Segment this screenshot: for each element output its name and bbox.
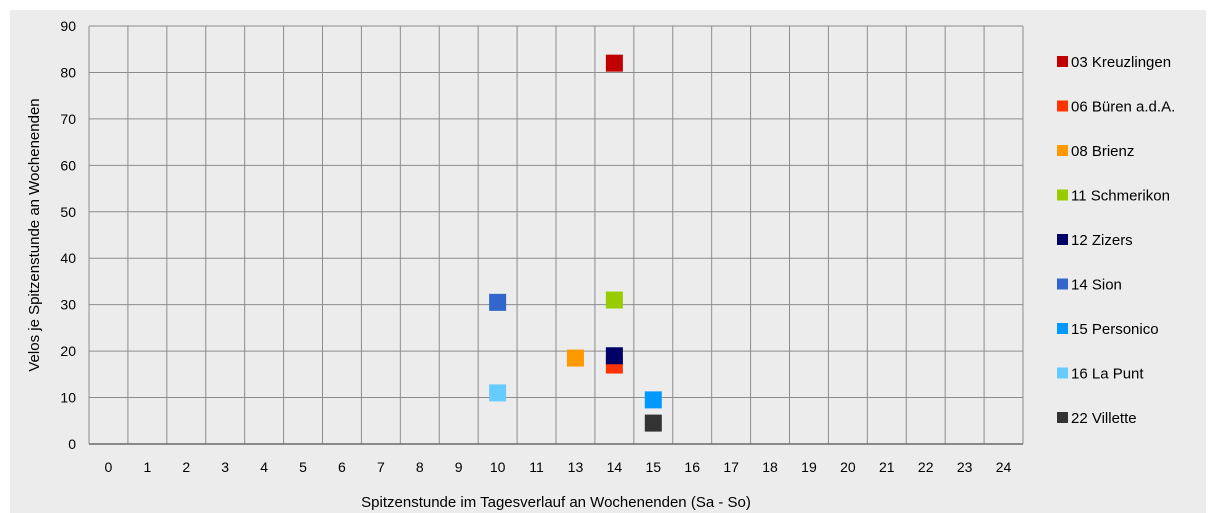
x-tick-label: 23 (957, 459, 973, 475)
legend-swatch (1057, 100, 1068, 112)
legend-swatch (1057, 189, 1068, 201)
y-tick-label: 60 (60, 157, 76, 173)
legend-label: 16 La Punt (1071, 366, 1144, 383)
legend-label: 12 Zizers (1071, 232, 1133, 249)
data-point (644, 414, 662, 432)
y-tick-label: 20 (60, 343, 76, 359)
y-tick-label: 0 (68, 436, 76, 452)
legend-label: 06 Büren a.d.A. (1071, 99, 1175, 116)
x-tick-label: 22 (918, 459, 934, 475)
x-tick-label: 15 (646, 459, 662, 475)
legend-swatch (1057, 412, 1068, 423)
x-tick-label: 9 (455, 459, 463, 475)
x-tick-label: 6 (338, 459, 346, 475)
y-tick-label: 40 (60, 250, 76, 266)
data-points (489, 54, 662, 432)
x-tick-label: 14 (607, 459, 623, 475)
y-tick-label: 80 (60, 64, 76, 80)
legend-swatch (1057, 323, 1068, 334)
data-point (644, 391, 662, 409)
y-tick-label: 10 (60, 390, 76, 406)
legend-label: 03 Kreuzlingen (1071, 54, 1171, 71)
y-tick-label: 50 (60, 204, 76, 220)
y-tick-labels: 0 10 20 30 40 50 60 70 80 90 (60, 18, 76, 452)
x-tick-label: 4 (260, 459, 268, 475)
y-tick-label: 90 (60, 18, 76, 34)
legend-label: 14 Sion (1071, 277, 1122, 294)
data-point (489, 293, 507, 311)
x-tick-label: 17 (723, 459, 739, 475)
data-point (605, 54, 623, 72)
x-tick-label: 3 (221, 459, 229, 475)
x-tick-label: 18 (762, 459, 778, 475)
y-tick-label: 30 (60, 297, 76, 313)
y-tick-label: 70 (60, 111, 76, 127)
x-tick-label: 7 (377, 459, 385, 475)
data-point (605, 347, 623, 365)
chart-svg: 0 1 2 3 4 5 6 7 8 9 10 11 13 14 15 16 17 18 19 20 21 22 23 24 0… (26, 18, 1175, 511)
x-tick-label: 2 (182, 459, 190, 475)
grid (88, 25, 1024, 445)
x-tick-label: 0 (105, 459, 113, 475)
data-point (489, 384, 507, 402)
x-tick-label: 16 (684, 459, 700, 475)
legend-swatch (1057, 56, 1068, 67)
x-tick-label: 1 (143, 459, 151, 475)
legend-label: 11 Schmerikon (1071, 188, 1170, 205)
legend-label: 15 Personico (1071, 321, 1159, 338)
legend-swatch (1057, 367, 1068, 379)
x-tick-label: 8 (416, 459, 424, 475)
x-tick-label: 11 (529, 459, 544, 475)
y-axis-title: Velos je Spitzenstunde an Wochenenden (26, 98, 43, 371)
legend-swatch (1057, 145, 1068, 156)
x-tick-label: 20 (840, 459, 856, 475)
data-point (566, 349, 584, 367)
data-point (605, 291, 623, 309)
x-tick-label: 24 (996, 459, 1012, 475)
x-tick-labels: 0 1 2 3 4 5 6 7 8 9 10 11 13 14 15 16 17 18 19 20 21 22 23 24 (105, 459, 1012, 475)
x-tick-label: 13 (568, 459, 584, 475)
legend-swatch (1057, 278, 1068, 290)
x-tick-label: 21 (879, 459, 895, 475)
legend-label: 08 Brienz (1071, 143, 1134, 160)
x-tick-label: 5 (299, 459, 307, 475)
chart: 0 1 2 3 4 5 6 7 8 9 10 11 13 14 15 16 17 18 19 20 21 22 23 24 0… (10, 10, 1206, 513)
legend-label: 22 Villette (1071, 410, 1137, 427)
x-tick-label: 19 (801, 459, 817, 475)
x-axis-title: Spitzenstunde im Tagesverlauf an Wochene… (361, 494, 751, 511)
legend-swatch (1057, 234, 1068, 245)
legend: 03 Kreuzlingen 06 Büren a.d.A. 08 Brienz 11… (1057, 54, 1175, 427)
x-tick-label: 10 (490, 459, 506, 475)
